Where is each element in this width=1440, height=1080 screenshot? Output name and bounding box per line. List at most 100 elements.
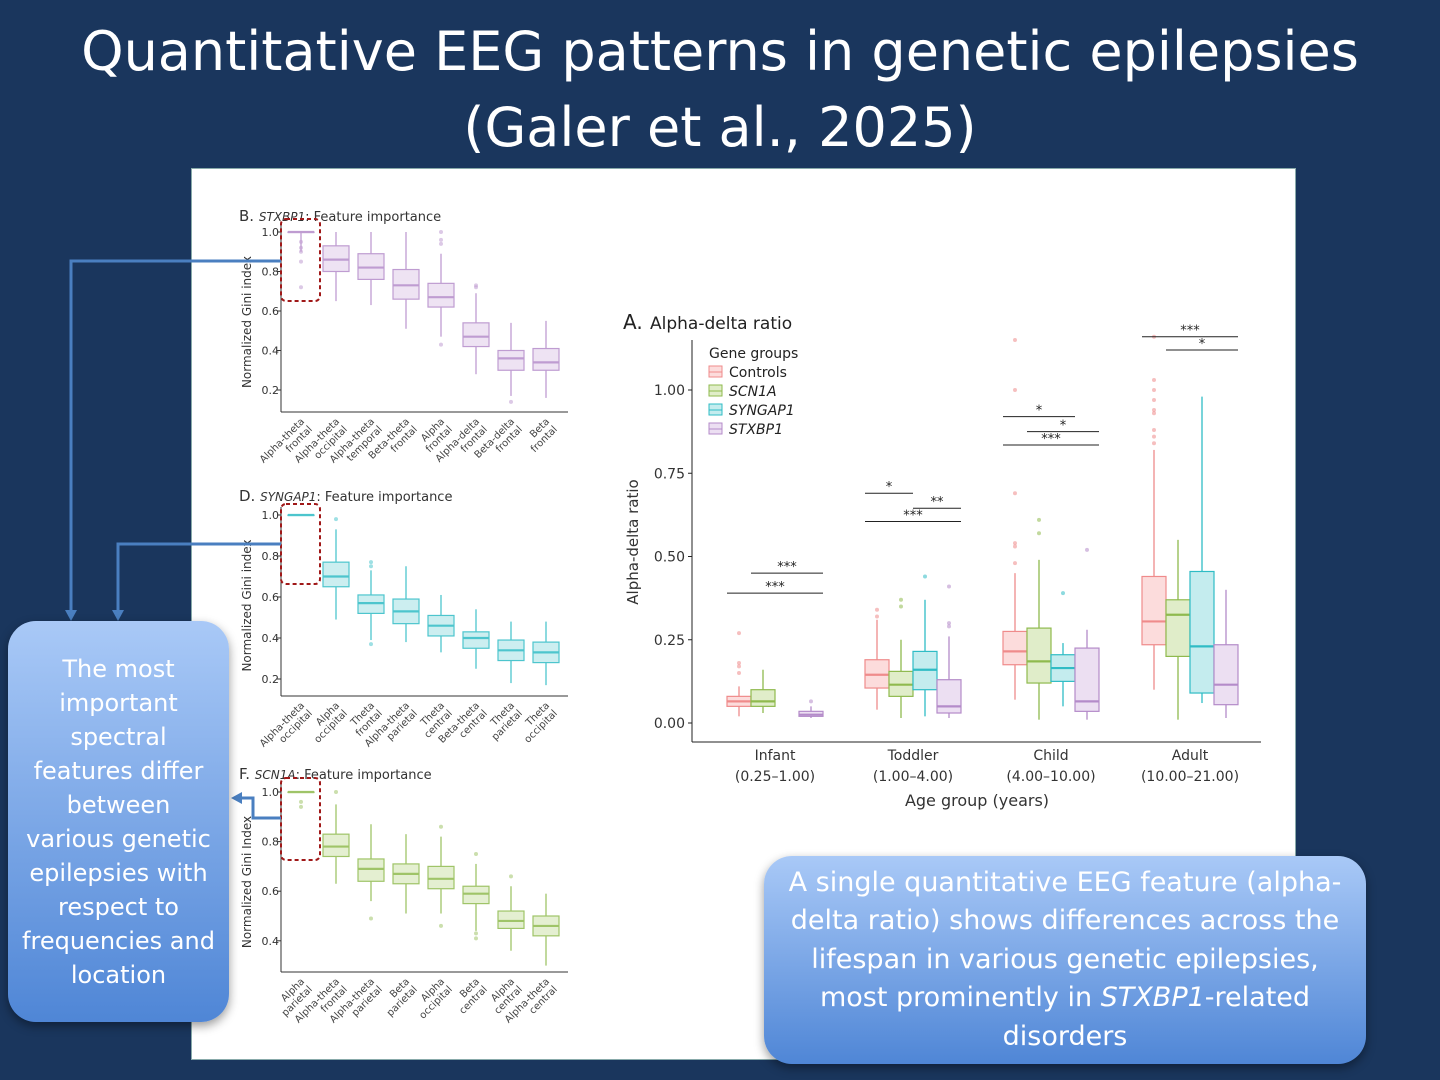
y-tick-label: 1.0 — [262, 226, 280, 239]
panel-label: B. STXBP1: Feature importance — [239, 207, 441, 225]
box-controls — [864, 607, 890, 710]
box-controls — [726, 631, 752, 717]
left-callout-text: The most important spectral features dif… — [22, 654, 215, 989]
gene-name: SCN1A — [255, 768, 296, 782]
right-callout-text: A single quantitative EEG feature (alpha… — [764, 864, 1366, 1057]
box — [462, 631, 490, 649]
y-tick-label: 0.6 — [262, 885, 280, 898]
feature-box — [287, 513, 315, 517]
box — [427, 282, 455, 308]
feature-box — [392, 232, 420, 329]
y-tick-label: 0.8 — [262, 550, 280, 563]
y-tick-label: 0.4 — [262, 935, 280, 948]
y-tick-label: 1.0 — [262, 786, 280, 799]
outlier-point — [899, 604, 903, 609]
box — [1002, 630, 1028, 666]
x-tick-label: Thetaoccipital — [515, 700, 560, 745]
box — [427, 865, 455, 890]
feature-box — [322, 790, 350, 884]
outlier-point — [1037, 531, 1041, 536]
outlier-point — [923, 574, 927, 579]
x-tick-label: Betacentral — [450, 976, 490, 1016]
feature-box — [322, 232, 350, 302]
outlier-point — [369, 916, 373, 921]
significance-label: * — [1060, 419, 1067, 434]
box — [462, 885, 490, 905]
outlier-point — [1085, 547, 1089, 552]
outlier-point — [947, 624, 951, 629]
y-tick-label: 0.2 — [262, 384, 280, 397]
outlier-point — [474, 852, 478, 856]
outlier-point — [1152, 441, 1156, 446]
box — [1165, 599, 1191, 657]
panel-label: D. SYNGAP1: Feature importance — [239, 487, 452, 505]
box — [532, 347, 560, 371]
panel-title: : Feature importance — [305, 210, 441, 225]
x-tick-label: Thetaparietal — [482, 700, 525, 743]
feature-box — [497, 322, 525, 404]
panel-title: : Feature importance — [316, 490, 452, 505]
feature-box — [497, 874, 525, 951]
feature-box — [427, 230, 455, 347]
box-syngap1 — [1189, 396, 1215, 704]
outlier-point — [439, 230, 443, 234]
outlier-point — [334, 790, 338, 794]
outlier-point — [509, 874, 513, 879]
arrow-head-icon — [112, 610, 124, 621]
box — [1141, 575, 1167, 646]
x-tick-label: Adult — [1172, 748, 1209, 764]
box-syngap1 — [912, 574, 938, 717]
outlier-point — [1152, 434, 1156, 439]
outlier-point — [299, 259, 303, 264]
feature-box — [462, 609, 490, 669]
outlier-point — [737, 661, 741, 666]
significance-label: * — [886, 480, 893, 495]
outlier-point — [947, 621, 951, 626]
box — [936, 679, 962, 714]
feature-box — [392, 834, 420, 914]
legend-entry: STXBP1 — [729, 422, 783, 438]
outlier-point — [369, 564, 373, 569]
feature-box — [357, 560, 385, 647]
highlight-box — [280, 777, 321, 861]
box-scn1a — [1026, 517, 1052, 720]
x-tick-sublabel: (4.00–10.00) — [1006, 769, 1095, 785]
outlier-point — [299, 239, 303, 244]
arrow-connector — [69, 259, 281, 612]
x-tick-label: Alphaoccipital — [410, 976, 455, 1021]
box-controls — [1141, 334, 1167, 690]
arrow-head-icon — [65, 610, 77, 621]
y-axis-title: Normalized Gini index — [240, 256, 254, 388]
y-axis-title: Normalized Gini Index — [240, 816, 254, 948]
outlier-point — [1152, 378, 1156, 383]
slide-title: Quantitative EEG patterns in genetic epi… — [0, 14, 1440, 166]
feature-box — [392, 566, 420, 643]
feature-box — [287, 230, 315, 290]
x-axis-title: Age group (years) — [905, 791, 1049, 810]
feature-box — [532, 621, 560, 686]
feature-box — [357, 824, 385, 921]
outlier-point — [737, 671, 741, 676]
y-tick-label: 0.4 — [262, 632, 280, 645]
box — [1189, 570, 1215, 694]
feature-box — [497, 621, 525, 684]
box — [322, 833, 350, 858]
arrow-connector — [116, 542, 281, 612]
x-tick-label: Child — [1033, 748, 1068, 764]
legend-entry: SYNGAP1 — [729, 403, 795, 419]
outlier-point — [369, 642, 373, 647]
outlier-point — [1013, 544, 1017, 549]
box-stxbp1 — [1213, 589, 1239, 719]
outlier-point — [875, 607, 879, 612]
outlier-point — [1152, 397, 1156, 402]
y-tick-label: 0.75 — [654, 466, 685, 482]
highlight-box — [280, 218, 321, 302]
outlier-point — [1037, 517, 1041, 522]
feature-box — [322, 517, 350, 620]
y-tick-label: 0.6 — [262, 591, 280, 604]
y-tick-label: 0.4 — [262, 345, 280, 358]
outlier-point — [439, 923, 443, 928]
feature-box — [357, 232, 385, 306]
outlier-point — [947, 584, 951, 589]
